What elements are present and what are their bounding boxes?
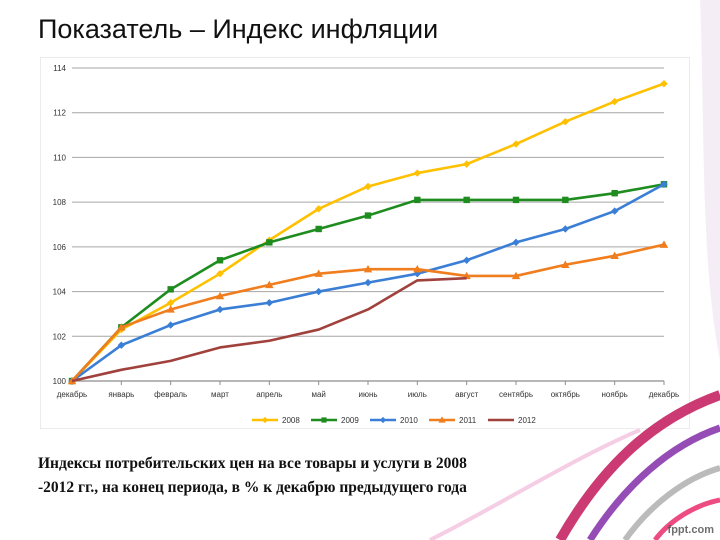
data-point: [414, 196, 421, 204]
data-point: [215, 291, 225, 300]
x-tick-label: октябрь: [551, 390, 580, 399]
data-point: [117, 323, 126, 331]
x-tick-label: июль: [408, 390, 427, 399]
legend-item-2009: 2009: [311, 416, 359, 425]
data-point: [363, 265, 373, 273]
y-tick-label: 114: [53, 64, 66, 73]
legend-item-2008: 2008: [252, 416, 300, 425]
x-tick-label: январь: [108, 390, 134, 399]
data-point: [463, 196, 470, 204]
data-point: [512, 140, 520, 148]
x-tick-label: июнь: [358, 390, 377, 399]
series-line: [71, 276, 467, 383]
data-point: [167, 286, 174, 293]
legend-label: 2010: [400, 416, 418, 425]
data-point: [512, 196, 520, 204]
data-point: [166, 321, 175, 329]
legend-item-2010: 2010: [370, 416, 418, 425]
series-lines: [67, 79, 669, 385]
y-tick-label: 106: [53, 243, 67, 252]
x-tick-label: август: [455, 390, 479, 399]
x-tick-label: май: [311, 390, 325, 399]
x-tick-label: декабрь: [57, 390, 87, 399]
chart-container: 100 102 104 106 108 110 112 114 декабрь январь фе…: [40, 57, 690, 429]
chart-frame: [40, 57, 690, 429]
data-point: [561, 260, 570, 268]
data-point: [314, 287, 323, 296]
data-point: [166, 305, 175, 313]
data-point: [438, 416, 446, 423]
data-point: [413, 169, 422, 177]
y-tick-label: 108: [53, 198, 67, 207]
watermark: fppt.com: [667, 524, 714, 536]
data-point: [321, 417, 327, 423]
y-axis-ticks: 100 102 104 106 108 110 112 114: [53, 64, 67, 386]
data-point: [216, 269, 224, 278]
data-point: [462, 256, 471, 264]
y-tick-label: 110: [53, 153, 66, 162]
caption-line-2: -2012 гг., на конец периода, в % к декаб…: [38, 479, 467, 496]
data-point: [265, 280, 274, 289]
data-point: [511, 271, 521, 280]
y-tick-label: 102: [53, 332, 67, 341]
legend-label: 2009: [341, 416, 359, 425]
data-point: [315, 225, 322, 233]
caption-line-1: Индексы потребительских цен на все товар…: [38, 455, 467, 472]
data-point: [364, 182, 372, 191]
data-point: [561, 117, 570, 126]
data-point: [265, 299, 274, 307]
series-2012: [71, 276, 467, 383]
data-point: [266, 239, 273, 246]
data-point: [364, 212, 372, 219]
x-tick-label: апрель: [256, 390, 282, 399]
data-point: [117, 341, 126, 349]
data-point: [379, 416, 387, 424]
data-point: [610, 97, 619, 106]
y-tick-label: 100: [53, 377, 67, 386]
data-point: [562, 196, 569, 204]
x-tick-label: декабрь: [649, 390, 679, 399]
y-tick-label: 112: [53, 109, 66, 118]
data-point: [462, 160, 471, 168]
legend-item-2011: 2011: [429, 416, 477, 425]
line-chart: 100 102 104 106 108 110 112 114 декабрь январь фе…: [40, 57, 690, 429]
x-tick-label: ноябрь: [601, 390, 627, 399]
x-tick-label: март: [211, 390, 229, 399]
data-point: [314, 269, 323, 277]
series-2011: [67, 240, 669, 385]
data-point: [166, 299, 175, 307]
data-point: [216, 257, 224, 264]
data-point: [512, 238, 520, 247]
legend-label: 2008: [282, 416, 300, 425]
data-point: [216, 305, 224, 314]
x-tick-label: февраль: [154, 390, 187, 399]
data-point: [610, 251, 619, 259]
slide-title: Показатель – Индекс инфляции: [38, 14, 439, 44]
legend-label: 2012: [518, 416, 536, 425]
legend-label: 2011: [459, 416, 477, 425]
legend: 2008 2009 2010 2011 2012: [252, 416, 536, 425]
legend-item-2012: 2012: [488, 416, 536, 425]
data-point: [660, 79, 668, 88]
data-point: [561, 225, 570, 233]
data-point: [660, 180, 668, 188]
x-tick-label: сентябрь: [499, 390, 533, 399]
data-point: [261, 416, 269, 424]
data-point: [611, 190, 618, 197]
data-point: [314, 205, 323, 213]
y-tick-label: 104: [53, 288, 67, 297]
data-point: [659, 240, 669, 248]
data-point: [413, 265, 422, 273]
chart-caption: Индексы потребительских цен на все товар…: [38, 452, 628, 500]
data-point: [610, 207, 619, 215]
